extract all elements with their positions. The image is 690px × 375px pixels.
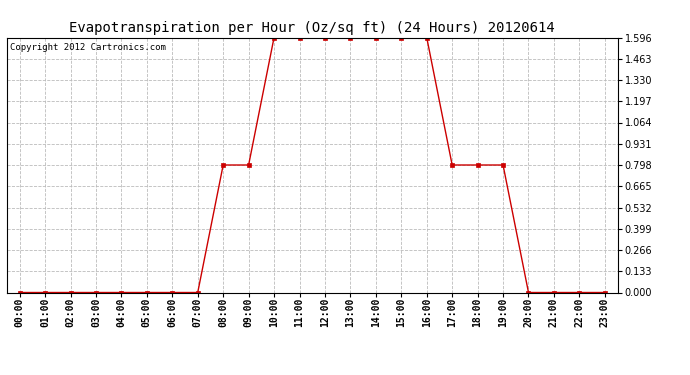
Title: Evapotranspiration per Hour (Oz/sq ft) (24 Hours) 20120614: Evapotranspiration per Hour (Oz/sq ft) (… [70,21,555,35]
Text: Copyright 2012 Cartronics.com: Copyright 2012 Cartronics.com [10,43,166,52]
